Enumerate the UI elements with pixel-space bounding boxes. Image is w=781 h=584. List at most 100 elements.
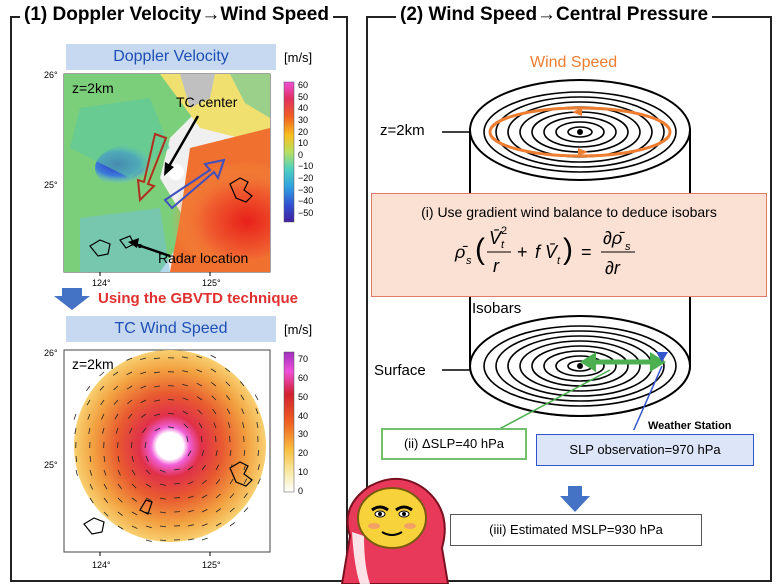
wind-vector [131,469,136,476]
isobar-ring [567,126,593,138]
surface-label: Surface [374,362,426,379]
outbound-arrow-icon [163,158,226,210]
bottom-colorbar-tick: 0 [298,486,304,496]
wind-vector [196,382,203,387]
wind-vector [215,450,218,457]
weather-station-icon [656,352,668,362]
wind-vector [256,422,259,429]
wind-vector [243,464,247,471]
wind-vector [75,455,78,463]
isobar-ring [507,101,653,163]
wind-vector [229,464,233,471]
svg-text:s: s [625,241,631,253]
wind-vector [103,483,108,490]
wind-vector [117,483,122,490]
wind-vector [201,509,208,513]
wind-vector [201,537,208,541]
wind-vector [201,464,206,471]
wind-vector [215,508,222,513]
doppler-velocity-map [63,73,295,276]
svg-text:V̄: V̄ [545,242,559,262]
wind-vector [129,427,133,434]
wind-vector [198,422,203,429]
wind-vector [131,525,138,529]
wind-vector [243,478,248,485]
wind-vector [145,539,152,542]
wind-vector [225,367,231,373]
bottom-colorbar-tick: 50 [298,391,309,402]
bottom-map-height-label: z=2km [72,356,114,372]
wind-vector [215,435,217,443]
top-colorbar-tick: 20 [298,126,309,137]
wind-vector [196,396,203,401]
wind-vector [103,455,106,462]
wind-vector [167,412,175,415]
wind-vector [145,483,152,488]
estimated-mslp-box: (iii) Estimated MSLP=930 hPa [450,514,702,546]
wind-vector [215,479,221,485]
wind-vector [99,385,105,391]
wind-vector [140,413,147,418]
wind-vector [210,368,217,373]
wind-vector [229,507,235,513]
wind-vector [173,468,180,471]
svg-text:ρ̄: ρ̄ [454,242,468,262]
svg-text:s: s [466,255,472,267]
bottom-lat-25: 25° [44,460,58,470]
wind-vector [86,385,91,392]
wind-vector [201,494,208,499]
wind-vector [159,511,166,514]
wind-vector [145,525,152,529]
top-colorbar-tick: −30 [298,184,314,195]
wind-vector [215,493,221,499]
wind-vector [187,524,194,527]
wind-vector [140,371,147,375]
wind-vector [196,355,203,359]
wind-vector [103,469,107,476]
tc-center-label: TC center [176,94,238,110]
wind-vector [182,383,189,387]
wind-vector [89,497,94,504]
wind-vector [140,399,147,404]
top-colorbar-tick: −40 [298,196,314,207]
wind-vector [254,394,259,401]
wind-vector [210,382,217,387]
wind-vector [196,369,203,373]
svg-text:2: 2 [501,225,507,237]
wind-vector [103,497,109,503]
top-colorbar-tick: 40 [298,103,309,114]
wind-vector [127,399,133,405]
wind-vector [100,399,105,406]
isobar-ring [543,116,617,148]
wind-vector [225,381,231,387]
wind-vector [145,511,152,515]
wind-vector [131,455,134,462]
wind-vector [212,408,217,415]
step1-text: (i) Use gradient wind balance to deduce … [421,204,717,220]
wind-vector [241,408,245,415]
wind-vector [99,371,105,377]
wind-vector [226,408,231,415]
top-level-label: z=2km [380,122,425,139]
wind-vector [153,357,161,360]
isobar-ring [495,330,665,402]
svg-text:(: ( [475,233,485,266]
gradient-wind-equation: ρ̄ s ( V̄ 2 t r + f V̄ t ) = ∂ρ̄ s ∂r [454,225,635,278]
wind-vector [239,381,245,387]
top-colorbar-tick: 10 [298,138,309,149]
wind-vector [159,469,166,473]
wind-vector [187,495,194,499]
wind-vector [115,427,119,434]
wind-vector [187,510,194,513]
svg-text:f: f [535,242,542,262]
isobar-ring [543,350,617,382]
wind-vector [201,523,208,527]
wind-vector [182,410,189,415]
delta-slp-box: (ii) ΔSLP=40 hPa [381,428,527,460]
doppler-velocity-banner: Doppler Velocity [66,44,276,70]
down-arrow-icon-2 [560,486,590,512]
wind-vector [255,408,259,415]
wind-vector [159,483,166,486]
surface-isobars [483,325,677,407]
wind-vector [182,397,189,401]
